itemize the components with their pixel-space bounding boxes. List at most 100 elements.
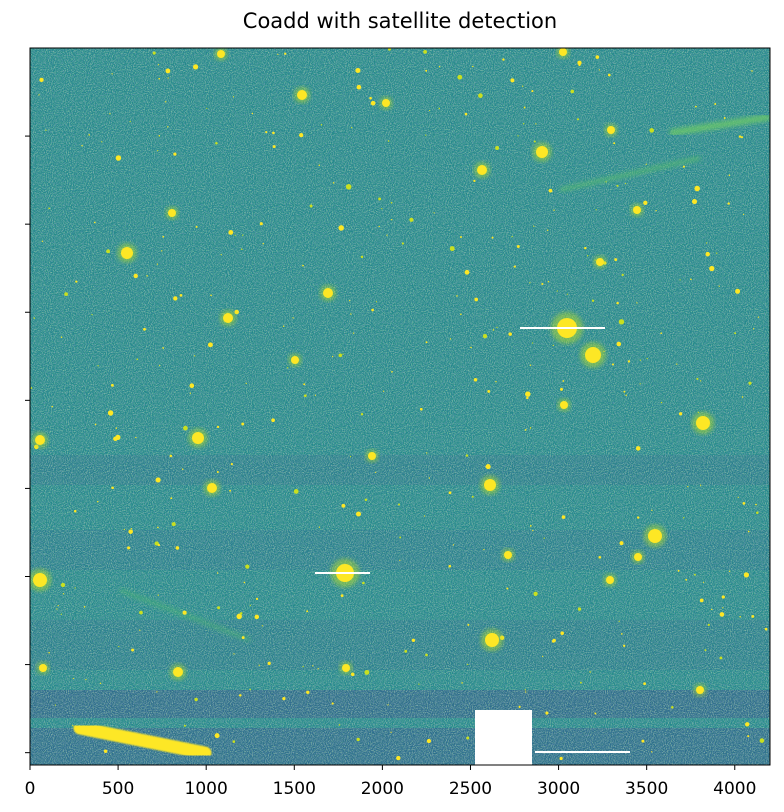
star: [753, 328, 755, 330]
star: [466, 736, 470, 740]
star: [611, 363, 615, 366]
satellite-trail: [669, 113, 770, 137]
star: [60, 613, 63, 615]
star: [482, 333, 488, 339]
star: [513, 265, 516, 268]
star: [743, 572, 750, 578]
star: [382, 390, 385, 392]
star: [483, 548, 485, 551]
star: [641, 739, 645, 743]
star: [660, 401, 663, 404]
noise: [30, 48, 770, 765]
star: [694, 105, 697, 108]
star: [660, 332, 663, 335]
star: [560, 387, 563, 391]
star: [651, 751, 653, 753]
star: [473, 179, 476, 183]
star: [154, 541, 159, 546]
star: [399, 536, 402, 539]
star: [293, 488, 299, 494]
x-tick-label: 1500: [273, 779, 316, 799]
star: [338, 724, 341, 726]
star: [560, 631, 564, 635]
star: [502, 58, 505, 61]
star: [728, 174, 731, 177]
star: [155, 477, 161, 483]
star: [655, 209, 657, 212]
star: [355, 67, 361, 74]
star: [477, 165, 487, 175]
star: [378, 225, 380, 228]
star: [143, 327, 146, 331]
star: [756, 511, 759, 514]
star: [423, 49, 428, 54]
star: [390, 731, 392, 733]
star: [57, 605, 59, 607]
star: [529, 525, 532, 527]
star: [457, 74, 463, 80]
star: [216, 470, 219, 474]
star: [401, 242, 404, 245]
star: [425, 653, 428, 657]
star: [533, 225, 535, 227]
star: [173, 667, 183, 677]
star: [703, 581, 705, 583]
star: [360, 255, 364, 259]
star: [524, 428, 527, 431]
star: [272, 145, 276, 149]
star: [318, 526, 321, 528]
star: [625, 394, 627, 396]
star: [299, 132, 304, 138]
axes: 0 500 1000 1500 2000 2500 3000 3500 4000: [25, 135, 756, 799]
star: [690, 278, 692, 281]
star: [404, 649, 408, 653]
star: [621, 273, 624, 277]
star: [474, 297, 479, 302]
star: [449, 338, 452, 340]
star: [472, 65, 474, 68]
star: [607, 126, 615, 134]
star: [529, 282, 531, 284]
star: [522, 85, 524, 87]
star: [233, 653, 235, 655]
star: [306, 610, 309, 613]
star: [678, 412, 683, 416]
star: [73, 509, 77, 513]
star: [545, 711, 549, 715]
star: [740, 136, 744, 139]
star: [517, 135, 519, 137]
star: [243, 581, 246, 584]
star: [636, 302, 638, 304]
star: [195, 225, 198, 228]
star: [561, 515, 566, 519]
star: [291, 356, 299, 364]
star: [161, 250, 163, 252]
star: [523, 123, 525, 125]
star: [139, 629, 141, 631]
star: [192, 64, 199, 70]
star: [306, 690, 310, 695]
star: [48, 652, 50, 654]
star: [594, 712, 597, 715]
star: [516, 245, 520, 248]
star: [423, 515, 426, 517]
star: [471, 495, 474, 498]
star: [562, 380, 565, 382]
star: [194, 697, 198, 702]
star: [548, 188, 553, 193]
star: [297, 90, 307, 100]
star: [566, 293, 569, 295]
star: [368, 452, 376, 460]
star: [524, 689, 526, 691]
star: [707, 623, 710, 627]
star: [541, 282, 544, 286]
star: [236, 613, 242, 620]
star: [355, 511, 362, 517]
star: [261, 625, 264, 627]
star: [375, 471, 377, 473]
star: [115, 155, 122, 161]
star: [48, 207, 51, 210]
star: [314, 394, 317, 396]
star: [559, 48, 567, 56]
star: [461, 682, 463, 684]
